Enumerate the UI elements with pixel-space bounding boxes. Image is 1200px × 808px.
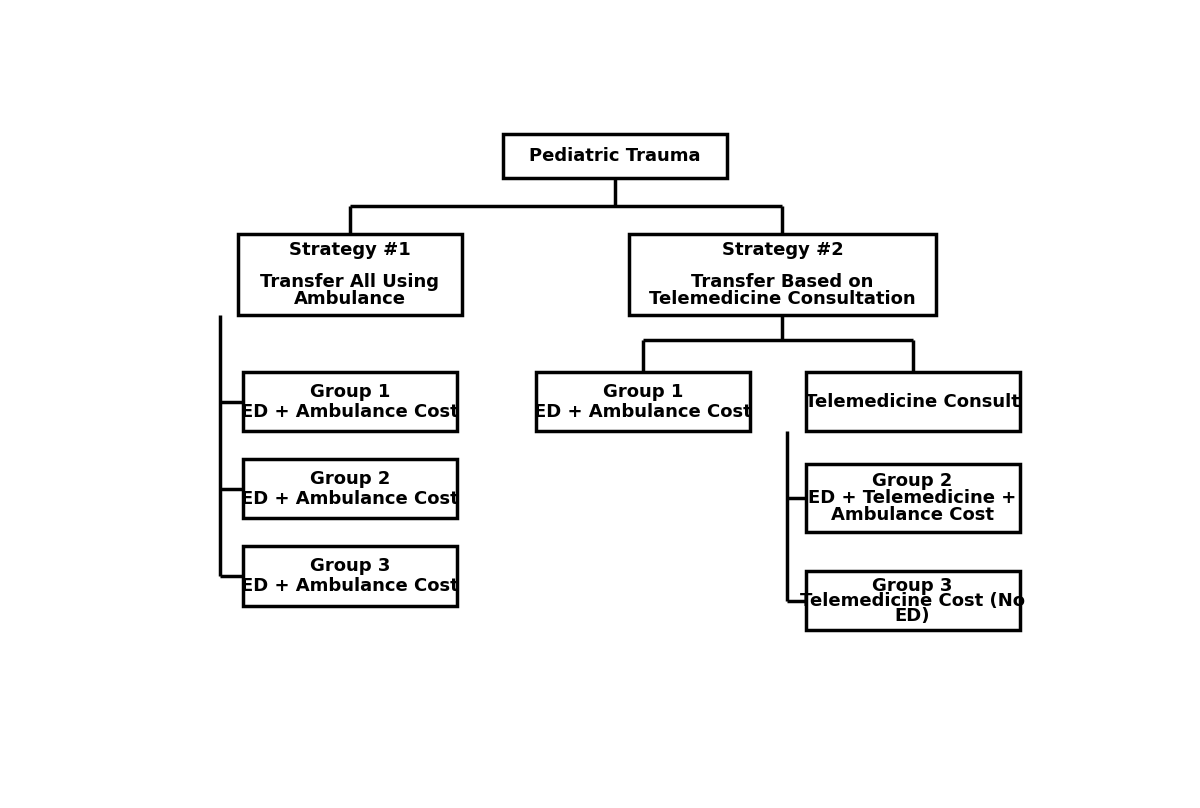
Text: Group 2: Group 2 bbox=[872, 472, 953, 490]
Text: Transfer Based on: Transfer Based on bbox=[691, 273, 874, 292]
Text: Group 3: Group 3 bbox=[872, 577, 953, 595]
FancyBboxPatch shape bbox=[504, 134, 727, 178]
Text: Ambulance Cost: Ambulance Cost bbox=[832, 507, 994, 524]
Text: Pediatric Trauma: Pediatric Trauma bbox=[529, 147, 701, 165]
Text: Telemedicine Consult: Telemedicine Consult bbox=[805, 393, 1020, 410]
FancyBboxPatch shape bbox=[536, 372, 750, 431]
FancyBboxPatch shape bbox=[242, 546, 457, 605]
Text: Group 1: Group 1 bbox=[310, 383, 390, 401]
Text: Ambulance: Ambulance bbox=[294, 289, 406, 308]
Text: Telemedicine Consultation: Telemedicine Consultation bbox=[649, 289, 916, 308]
Text: ED + Ambulance Cost: ED + Ambulance Cost bbox=[241, 490, 458, 507]
FancyBboxPatch shape bbox=[805, 464, 1020, 532]
Text: Strategy #1: Strategy #1 bbox=[289, 241, 410, 259]
FancyBboxPatch shape bbox=[242, 372, 457, 431]
Text: ED + Ambulance Cost: ED + Ambulance Cost bbox=[534, 402, 751, 421]
Text: Group 3: Group 3 bbox=[310, 558, 390, 575]
FancyBboxPatch shape bbox=[629, 234, 936, 315]
Text: ED + Ambulance Cost: ED + Ambulance Cost bbox=[241, 577, 458, 595]
FancyBboxPatch shape bbox=[805, 372, 1020, 431]
Text: ED + Telemedicine +: ED + Telemedicine + bbox=[809, 490, 1016, 507]
Text: Group 2: Group 2 bbox=[310, 470, 390, 488]
Text: ED): ED) bbox=[895, 607, 930, 625]
FancyBboxPatch shape bbox=[239, 234, 462, 315]
FancyBboxPatch shape bbox=[242, 460, 457, 519]
Text: ED + Ambulance Cost: ED + Ambulance Cost bbox=[241, 402, 458, 421]
Text: Transfer All Using: Transfer All Using bbox=[260, 273, 439, 292]
Text: Group 1: Group 1 bbox=[602, 383, 683, 401]
FancyBboxPatch shape bbox=[805, 571, 1020, 630]
Text: Strategy #2: Strategy #2 bbox=[721, 241, 844, 259]
Text: Telemedicine Cost (No: Telemedicine Cost (No bbox=[800, 592, 1025, 610]
